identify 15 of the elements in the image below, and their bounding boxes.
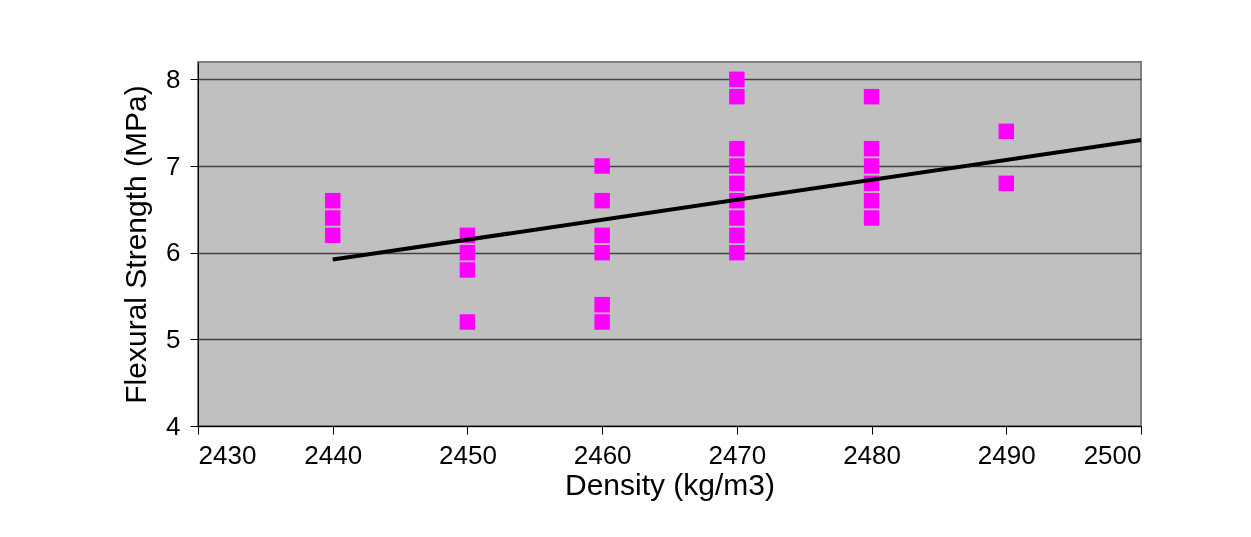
y-tick-label: 8	[166, 63, 181, 94]
x-tick-label: 2470	[708, 439, 767, 470]
x-tick-label: 2500	[1083, 439, 1142, 470]
x-axis-title: Density (kg/m3)	[564, 467, 776, 501]
y-tick-label: 6	[166, 237, 181, 268]
y-axis-title: Flexural Strength (MPa)	[119, 85, 153, 404]
x-tick-label: 2480	[843, 439, 901, 470]
x-tick-label: 2440	[304, 439, 363, 470]
y-tick-label: 7	[166, 150, 181, 181]
y-tick-label: 4	[166, 410, 181, 441]
x-tick-label: 2460	[573, 439, 632, 470]
y-tick-label: 5	[166, 323, 181, 354]
x-tick-label: 2490	[977, 439, 1036, 470]
x-tick-label: 2430	[198, 439, 257, 470]
x-tick-label: 2450	[439, 439, 497, 470]
